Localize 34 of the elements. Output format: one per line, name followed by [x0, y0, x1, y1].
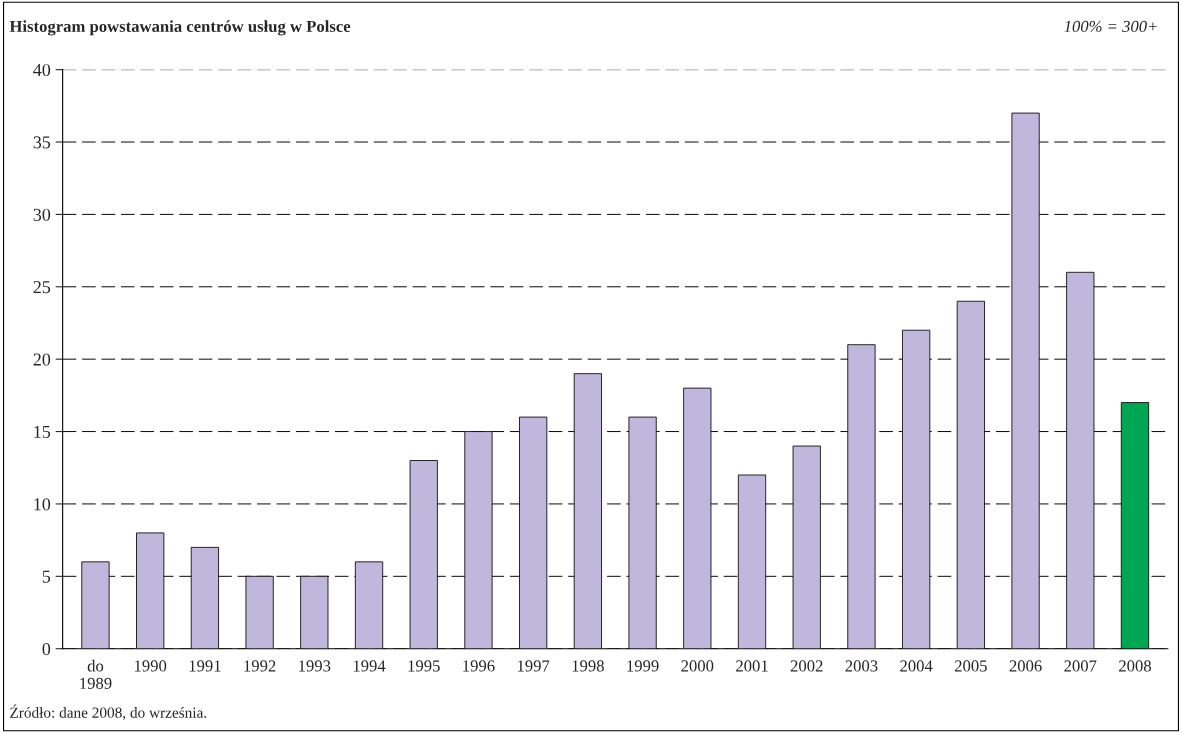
x-tick-label: 1997	[517, 660, 550, 672]
x-tick-label: 2002	[790, 660, 823, 672]
x-tick-label: 2005	[954, 660, 987, 672]
y-tick-label: 5	[42, 570, 51, 583]
y-tick-label: 40	[33, 63, 51, 77]
x-tick-label: 2003	[845, 660, 878, 672]
x-tick-label: 2006	[1009, 660, 1042, 672]
bar	[354, 561, 384, 649]
x-tick-label: 1994	[353, 660, 386, 672]
x-tick-label: 2000	[681, 660, 714, 672]
x-tick-label: do 1989	[80, 659, 112, 689]
chart-title: Histogram powstawania centrów usług w Polsce	[9, 20, 351, 36]
y-tick-label: 35	[33, 136, 51, 149]
x-tick-label: 1990	[134, 660, 167, 672]
x-tick-label: 2008	[1119, 660, 1152, 672]
x-tick-label: 2004	[900, 660, 933, 672]
x-tick-label: 1991	[189, 660, 221, 672]
y-tick-label: 25	[33, 281, 51, 294]
x-tick-label: 1996	[463, 660, 495, 672]
text: Źródło: dane 2008, do września.	[10, 704, 207, 721]
text: 100% = 300+	[1064, 20, 1157, 33]
y-tick-label: 15	[34, 425, 51, 438]
x-tick-label: 2007	[1064, 660, 1097, 672]
y-tick-label: 10	[34, 498, 51, 511]
y-tick-label: 0	[42, 642, 51, 656]
y-tick-label: 20	[33, 353, 51, 366]
y-tick-label: 30	[33, 208, 51, 221]
x-tick-label: 1993	[299, 660, 331, 672]
x-tick-label: 1995	[408, 660, 440, 672]
x-tick-label: 1992	[244, 660, 276, 672]
x-tick-label: 1999	[627, 660, 659, 672]
x-tick-label: 2001	[736, 660, 768, 672]
x-tick-label: 1998	[572, 660, 604, 672]
bar	[956, 300, 985, 649]
